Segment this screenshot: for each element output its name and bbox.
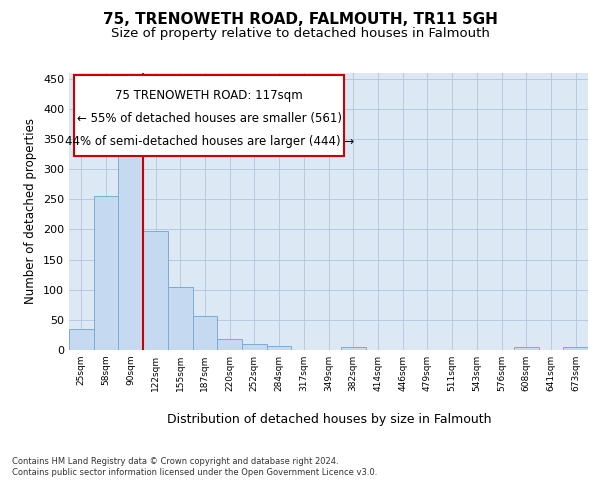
Text: 75 TRENOWETH ROAD: 117sqm: 75 TRENOWETH ROAD: 117sqm xyxy=(115,89,303,102)
Bar xyxy=(341,347,365,350)
Bar xyxy=(143,231,168,350)
Text: 44% of semi-detached houses are larger (444) →: 44% of semi-detached houses are larger (… xyxy=(65,135,354,148)
Text: ← 55% of detached houses are smaller (561): ← 55% of detached houses are smaller (56… xyxy=(77,112,341,125)
Bar xyxy=(217,338,242,350)
Bar xyxy=(563,347,588,350)
Bar xyxy=(193,316,217,350)
Bar xyxy=(168,288,193,350)
Text: Size of property relative to detached houses in Falmouth: Size of property relative to detached ho… xyxy=(110,28,490,40)
Bar xyxy=(514,347,539,350)
Y-axis label: Number of detached properties: Number of detached properties xyxy=(25,118,37,304)
Bar xyxy=(118,148,143,350)
Text: Contains HM Land Registry data © Crown copyright and database right 2024.
Contai: Contains HM Land Registry data © Crown c… xyxy=(12,458,377,477)
FancyBboxPatch shape xyxy=(74,76,344,156)
Bar xyxy=(94,196,118,350)
Text: 75, TRENOWETH ROAD, FALMOUTH, TR11 5GH: 75, TRENOWETH ROAD, FALMOUTH, TR11 5GH xyxy=(103,12,497,28)
Text: Distribution of detached houses by size in Falmouth: Distribution of detached houses by size … xyxy=(167,412,491,426)
Bar xyxy=(69,329,94,350)
Bar xyxy=(267,346,292,350)
Bar xyxy=(242,344,267,350)
